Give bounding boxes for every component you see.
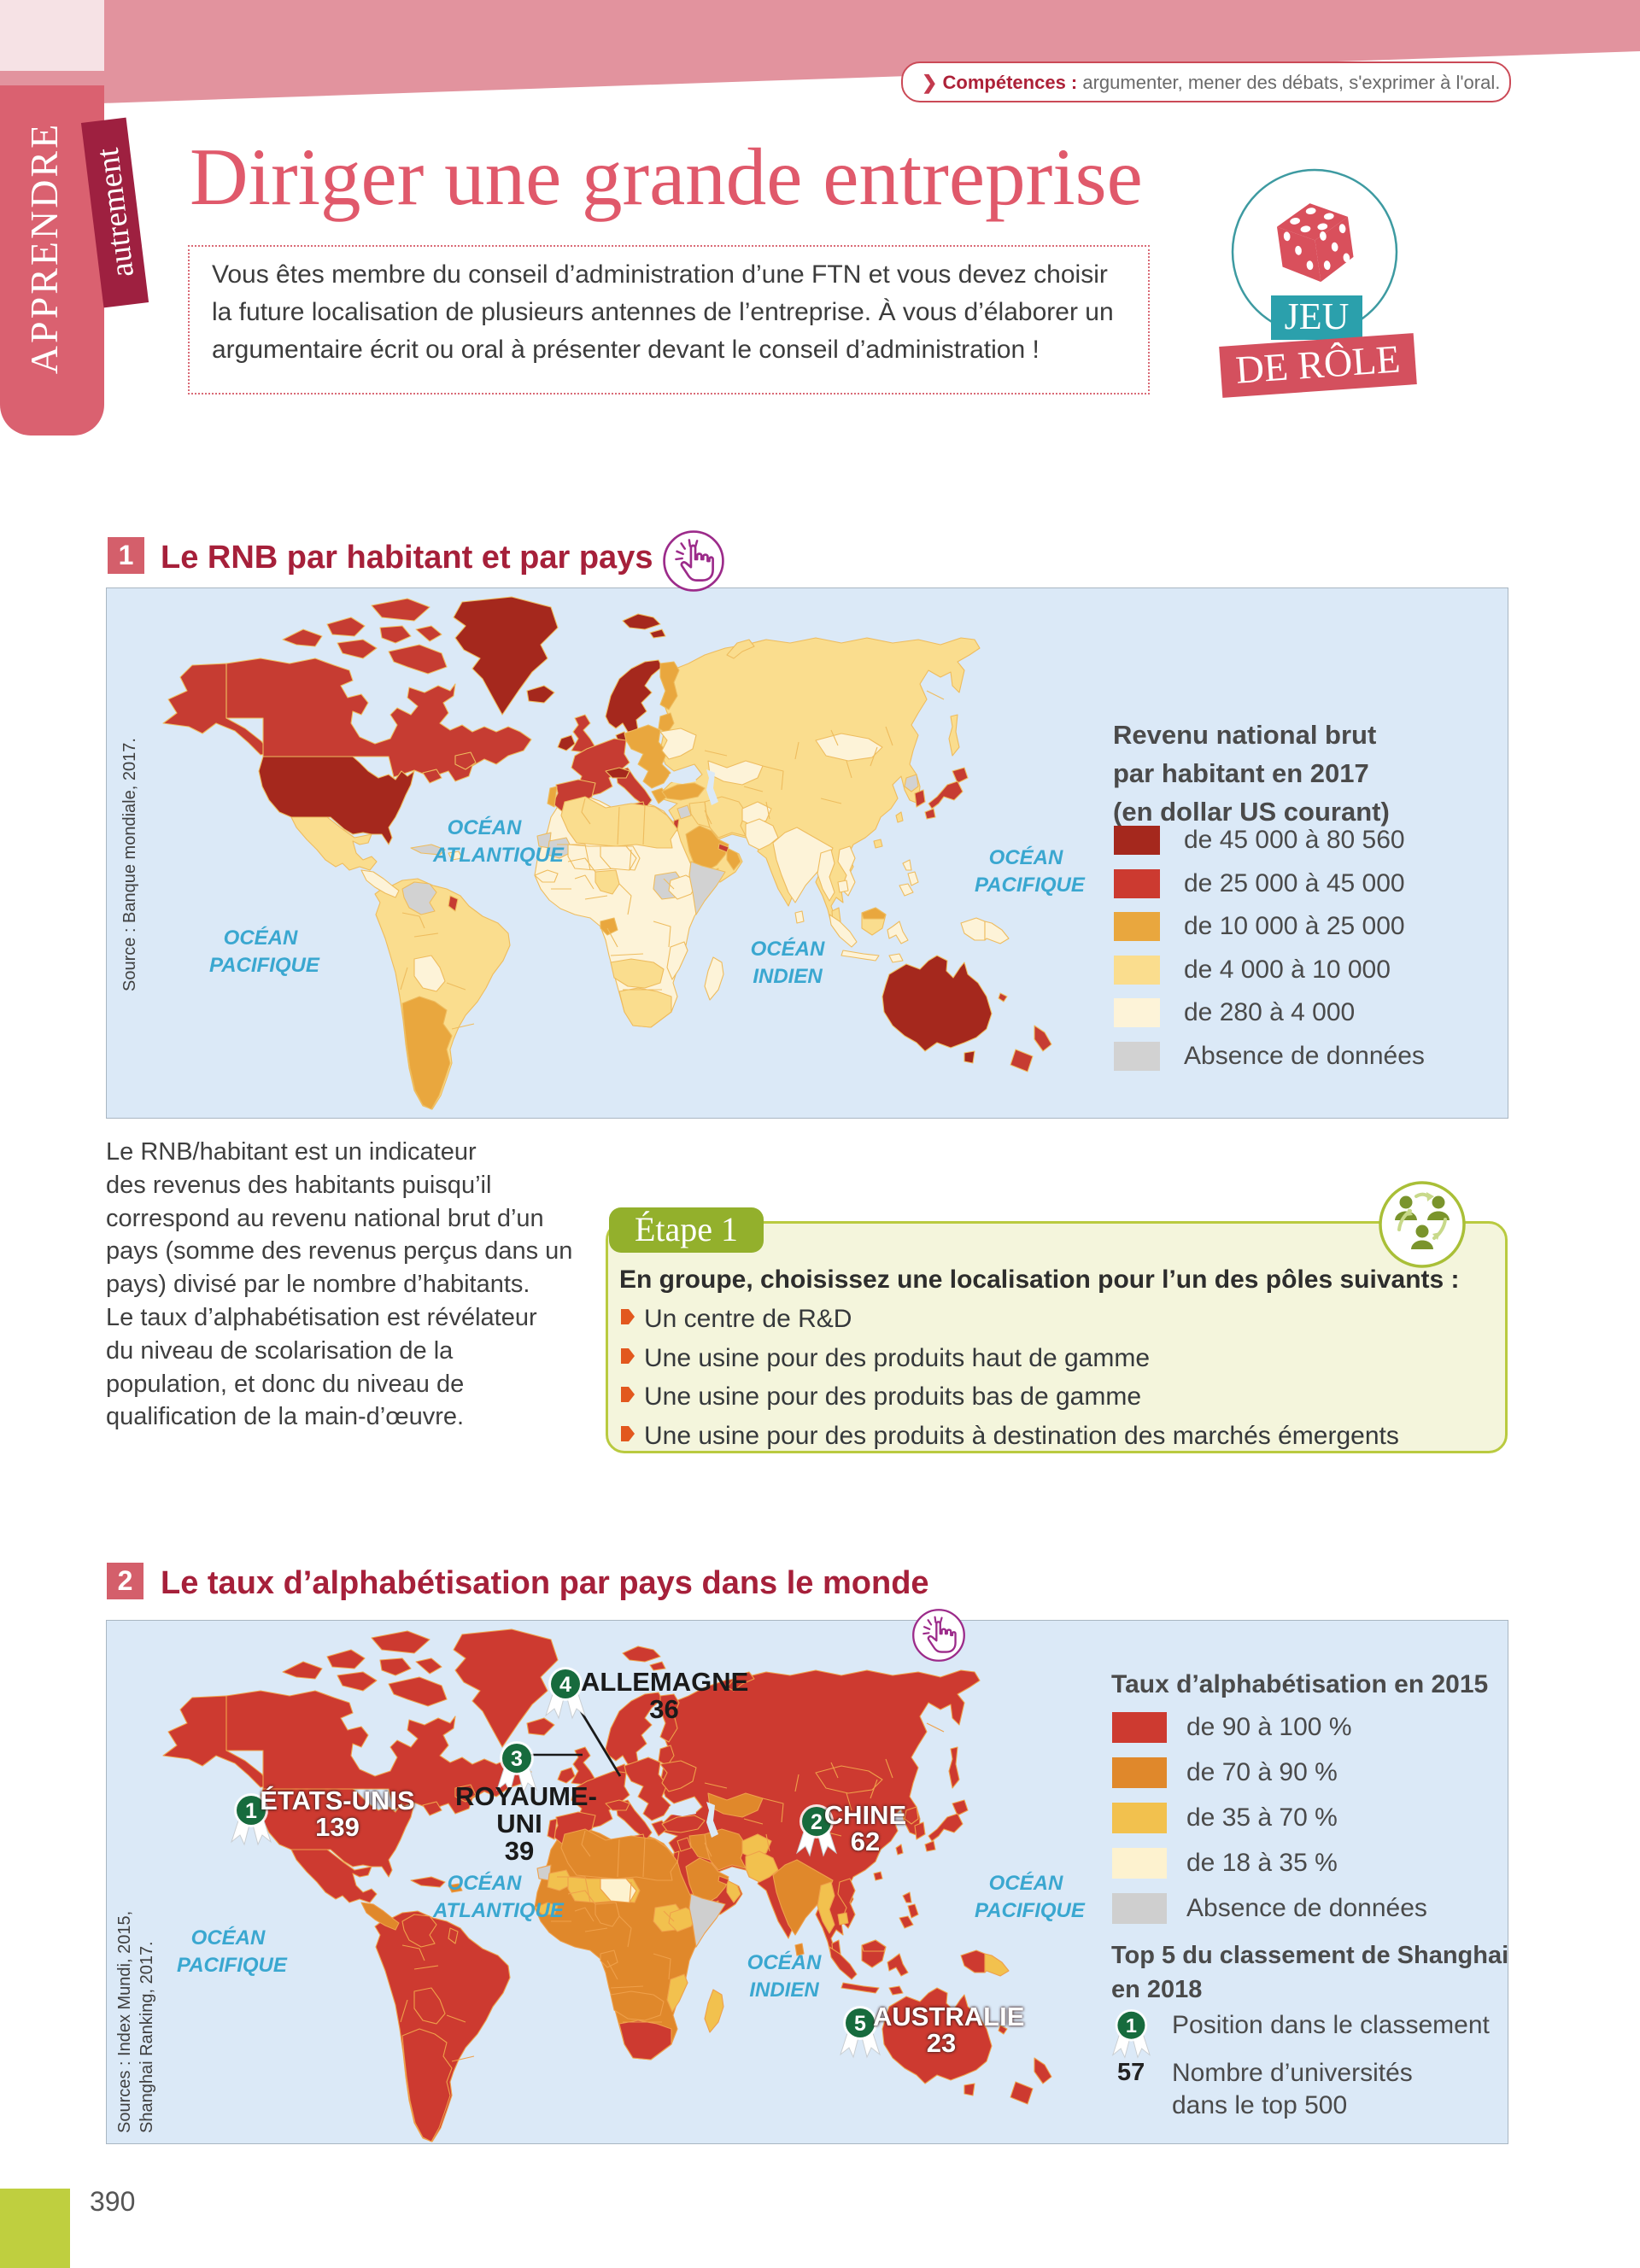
svg-text:4: 4: [559, 1673, 571, 1697]
svg-text:2: 2: [811, 1810, 823, 1834]
svg-text:3: 3: [511, 1747, 523, 1771]
svg-text:5: 5: [854, 2012, 866, 2036]
svg-text:1: 1: [245, 1799, 257, 1823]
svg-text:1: 1: [1125, 2014, 1136, 2037]
